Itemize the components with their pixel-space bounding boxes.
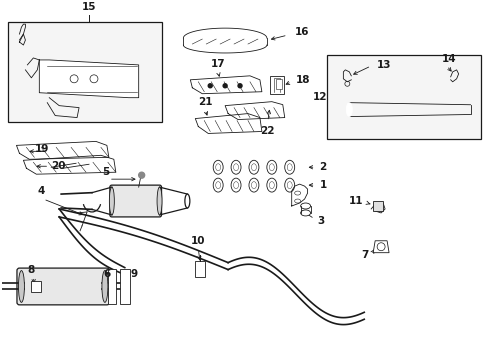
Ellipse shape	[231, 160, 241, 174]
Text: 10: 10	[191, 236, 205, 246]
Text: 4: 4	[38, 186, 45, 196]
Text: 2: 2	[319, 162, 326, 172]
Bar	[275, 79, 281, 89]
Bar	[120, 269, 129, 304]
Text: 18: 18	[295, 75, 309, 85]
Ellipse shape	[215, 164, 220, 171]
Ellipse shape	[215, 182, 220, 189]
Ellipse shape	[284, 178, 294, 192]
Bar	[7, 22, 161, 122]
Text: 17: 17	[210, 59, 225, 69]
Ellipse shape	[184, 194, 189, 208]
Circle shape	[238, 84, 242, 88]
Ellipse shape	[346, 103, 351, 117]
Ellipse shape	[266, 178, 276, 192]
Ellipse shape	[233, 182, 238, 189]
Polygon shape	[23, 155, 116, 174]
Ellipse shape	[157, 187, 162, 215]
Text: 8: 8	[28, 265, 35, 275]
Ellipse shape	[269, 182, 274, 189]
Ellipse shape	[248, 178, 258, 192]
Text: 21: 21	[198, 96, 212, 107]
Bar	[195, 261, 205, 276]
Ellipse shape	[231, 178, 241, 192]
Ellipse shape	[286, 164, 292, 171]
Circle shape	[223, 84, 226, 88]
Ellipse shape	[213, 178, 223, 192]
Ellipse shape	[300, 210, 310, 216]
Bar	[269, 76, 283, 94]
FancyBboxPatch shape	[110, 185, 161, 217]
Ellipse shape	[233, 164, 238, 171]
Polygon shape	[190, 76, 262, 94]
Text: 15: 15	[81, 2, 96, 12]
Ellipse shape	[251, 182, 256, 189]
Ellipse shape	[213, 160, 223, 174]
Text: 12: 12	[312, 92, 327, 102]
Polygon shape	[372, 241, 388, 253]
Polygon shape	[291, 184, 307, 206]
Bar	[31, 280, 41, 292]
Text: 19: 19	[35, 144, 49, 154]
Text: 16: 16	[294, 27, 308, 37]
Bar	[372, 201, 382, 211]
Ellipse shape	[248, 160, 258, 174]
Text: 20: 20	[51, 161, 65, 171]
Text: 22: 22	[260, 126, 275, 135]
Ellipse shape	[300, 203, 310, 209]
Text: 7: 7	[360, 250, 367, 260]
Ellipse shape	[269, 164, 274, 171]
Ellipse shape	[19, 271, 24, 302]
Ellipse shape	[102, 271, 108, 302]
Text: 1: 1	[319, 180, 326, 190]
Text: 11: 11	[348, 196, 363, 206]
Text: 5: 5	[102, 167, 109, 177]
Polygon shape	[17, 141, 109, 159]
Polygon shape	[224, 102, 284, 120]
Text: 3: 3	[317, 216, 324, 226]
Ellipse shape	[294, 191, 300, 195]
Polygon shape	[39, 60, 139, 98]
Polygon shape	[195, 114, 262, 134]
Ellipse shape	[251, 164, 256, 171]
Bar	[108, 269, 116, 304]
Text: 9: 9	[130, 269, 138, 279]
Ellipse shape	[284, 160, 294, 174]
Ellipse shape	[109, 187, 114, 215]
Ellipse shape	[266, 160, 276, 174]
FancyBboxPatch shape	[17, 268, 109, 305]
Ellipse shape	[294, 199, 300, 203]
Ellipse shape	[286, 182, 292, 189]
Text: 6: 6	[102, 269, 110, 279]
Text: 13: 13	[376, 60, 391, 70]
Circle shape	[208, 84, 212, 88]
Bar	[327, 55, 481, 139]
Text: 14: 14	[441, 54, 455, 64]
Circle shape	[139, 172, 144, 178]
